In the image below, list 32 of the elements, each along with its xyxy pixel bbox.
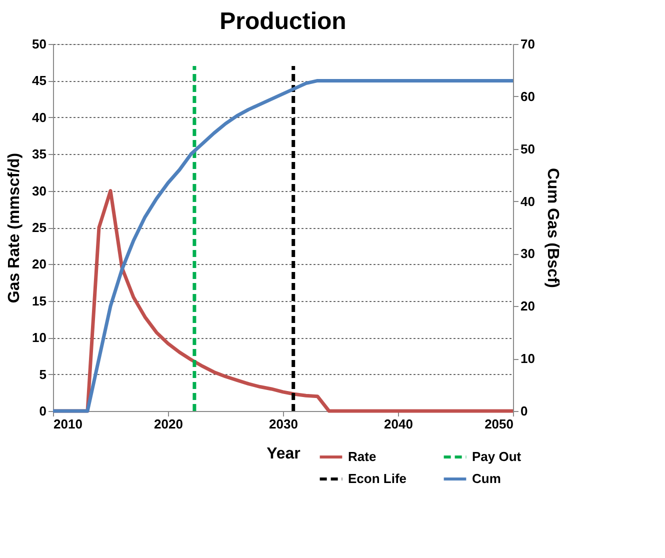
y-tick-label: 35 xyxy=(32,146,46,162)
y-tick-label: 40 xyxy=(32,110,46,125)
y-tick-label: 0 xyxy=(39,404,46,418)
x-tick-label: 2050 xyxy=(484,416,514,432)
y-tick-label: 45 xyxy=(32,73,46,88)
y2-axis-title: Cum Gas (Bscf) xyxy=(544,168,561,288)
x-tick-label: 2040 xyxy=(384,416,413,432)
y-axis-title: Gas Rate (mmscf/d) xyxy=(6,152,24,304)
y-tick-label: 30 xyxy=(32,183,46,198)
x-tick-label: 2010 xyxy=(54,416,82,432)
y2-tick-label: 30 xyxy=(520,246,535,262)
x-axis-title: Year xyxy=(266,446,300,462)
chart-title: Production xyxy=(220,8,346,35)
legend-label: Rate xyxy=(348,449,376,464)
y-tick-label: 5 xyxy=(39,366,46,382)
y2-tick-label: 70 xyxy=(520,36,535,52)
y2-tick-label: 60 xyxy=(520,88,535,104)
x-tick-label: 2020 xyxy=(154,416,183,432)
legend-label: Cum xyxy=(472,471,501,486)
y2-tick-label: 50 xyxy=(520,141,535,156)
legend-label: Econ Life xyxy=(348,471,407,486)
y-tick-label: 15 xyxy=(32,293,46,308)
y-tick-label: 10 xyxy=(32,330,46,346)
x-tick-label: 2030 xyxy=(269,416,298,432)
legend-label: Pay Out xyxy=(472,449,522,464)
y2-tick-label: 40 xyxy=(520,194,535,209)
y2-tick-label: 0 xyxy=(520,404,528,418)
y-tick-label: 20 xyxy=(32,256,46,272)
y2-tick-label: 10 xyxy=(520,351,535,366)
y-tick-label: 50 xyxy=(32,36,46,52)
y-tick-label: 25 xyxy=(32,220,46,235)
y2-tick-label: 20 xyxy=(520,298,535,314)
